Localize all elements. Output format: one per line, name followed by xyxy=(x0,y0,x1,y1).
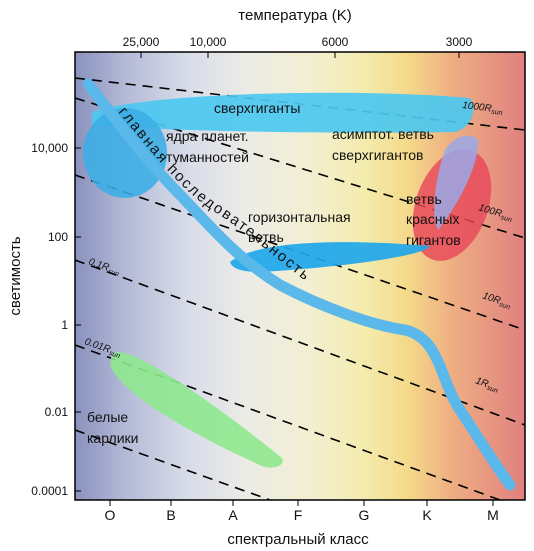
temperature-tick-3000: 3000 xyxy=(446,35,473,49)
radius-label-1000: 1000Rsun xyxy=(462,100,504,117)
spectral-class-f: F xyxy=(294,507,303,523)
white-dwarf-region xyxy=(110,352,283,468)
rgb-label-1: ветвь xyxy=(406,191,442,207)
luminosity-tick-00001: 0.0001 xyxy=(31,484,68,498)
luminosity-tick-1: 1 xyxy=(61,318,68,332)
spectral-class-a: A xyxy=(228,507,238,523)
white-dwarf-label-1: белые xyxy=(87,409,128,425)
rgb-label-3: гигантов xyxy=(406,232,461,248)
radius-label-1: 1Rsun xyxy=(474,375,501,395)
spectral-class-o: O xyxy=(105,507,116,523)
luminosity-tick-001: 0.01 xyxy=(45,405,69,419)
spectral-axis-title: спектральный класс xyxy=(227,531,369,548)
pn-nuclei-region xyxy=(83,108,167,198)
pn-nuclei-label-2: туманностей xyxy=(166,149,249,165)
rgb-label-2: красных xyxy=(406,211,460,227)
spectral-class-m: M xyxy=(487,507,499,523)
pn-nuclei-label-1: ядра планет. xyxy=(166,128,249,144)
temperature-axis-title: температура (K) xyxy=(238,7,351,24)
spectral-class-b: B xyxy=(166,507,175,523)
luminosity-axis-title: светимость xyxy=(7,236,24,315)
agb-label-1: асимптот. ветвь xyxy=(332,126,434,142)
horizontal-branch-region xyxy=(230,242,430,272)
agb-label-2: сверхгигантов xyxy=(332,147,423,163)
luminosity-tick-10000: 10,000 xyxy=(31,141,68,155)
temperature-ticks xyxy=(140,52,460,58)
horizontal-label-2: ветвь xyxy=(248,229,284,245)
spectral-class-k: K xyxy=(422,507,432,523)
temperature-tick-6000: 6000 xyxy=(322,35,349,49)
luminosity-tick-100: 100 xyxy=(48,230,68,244)
agb-region xyxy=(434,135,479,230)
horizontal-label-1: горизонтальная xyxy=(248,209,351,225)
spectral-class-g: G xyxy=(359,507,370,523)
spectral-ticks xyxy=(109,500,494,506)
white-dwarf-label-2: карлики xyxy=(87,430,138,446)
main-sequence-band xyxy=(82,78,516,491)
supergiants-region xyxy=(92,92,474,133)
supergiants-label: сверхгиганты xyxy=(214,100,300,116)
radius-line-001 xyxy=(75,429,271,500)
plot-frame xyxy=(74,51,526,501)
luminosity-ticks xyxy=(75,147,81,492)
radius-line-10 xyxy=(75,174,525,331)
temperature-tick-25000: 25,000 xyxy=(123,35,160,49)
temperature-tick-10000: 10,000 xyxy=(190,35,227,49)
